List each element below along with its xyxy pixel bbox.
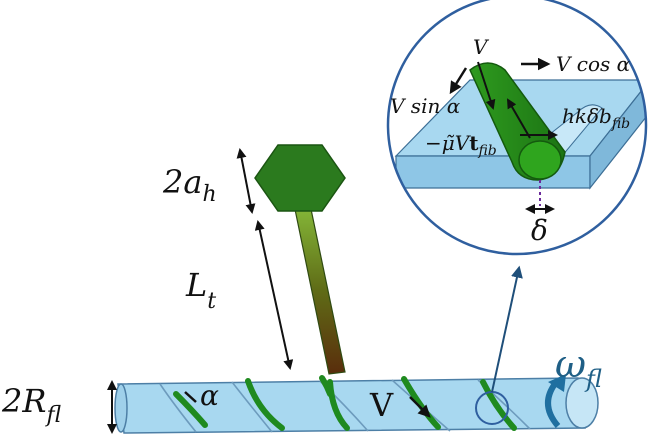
v-cos-alpha-label: V cos α bbox=[556, 52, 631, 76]
hex-size-label: 2ah bbox=[162, 163, 217, 207]
zoom-pointer-line bbox=[491, 265, 523, 393]
velocity-label: V bbox=[369, 386, 394, 424]
inset-zoom: V V cos α V sin α hkδbfib −μ̃Vtfib δ bbox=[386, 0, 648, 256]
inset-v-label: V bbox=[473, 35, 490, 59]
filament-fibers bbox=[173, 376, 517, 431]
v-sin-alpha-label: V sin α bbox=[390, 94, 461, 118]
fiber-end bbox=[518, 140, 562, 180]
velocity-arrow bbox=[409, 396, 431, 418]
alpha-label: α bbox=[200, 379, 219, 412]
rotation-arrow-icon bbox=[545, 374, 566, 428]
friction-label: −μ̃Vtfib bbox=[425, 131, 497, 159]
omega-label: ωfl bbox=[555, 342, 602, 393]
hex-size-arrow bbox=[236, 148, 256, 214]
delta-label: δ bbox=[531, 214, 548, 247]
motor-tail bbox=[290, 189, 346, 397]
normal-force-label: hkδbfib bbox=[562, 104, 630, 132]
v-arrow-inset bbox=[477, 61, 496, 110]
filament bbox=[114, 377, 599, 434]
friction-arrow bbox=[506, 98, 531, 139]
tail-length-label: Lt bbox=[185, 266, 216, 314]
tail-length-arrow bbox=[254, 220, 294, 370]
radius-label: 2Rfl bbox=[1, 382, 61, 428]
alpha-arc bbox=[184, 391, 197, 403]
hexagon-head bbox=[254, 144, 346, 212]
v-sin-arrow bbox=[449, 67, 468, 95]
inset-border bbox=[386, 0, 648, 256]
